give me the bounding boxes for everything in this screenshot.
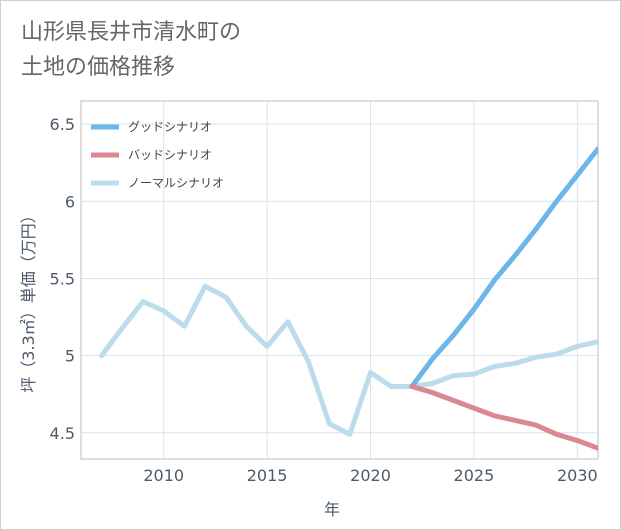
- y-tick-label: 5: [65, 347, 75, 366]
- y-tick-label: 6: [65, 192, 75, 211]
- chart-title: 山形県長井市清水町の 土地の価格推移: [21, 15, 241, 85]
- plot-area: [80, 100, 599, 460]
- x-tick-label: 2010: [143, 466, 184, 485]
- legend-label: バッドシナリオ: [128, 148, 212, 162]
- chart-title-line-2: 土地の価格推移: [21, 55, 176, 80]
- x-axis-title: 年: [324, 500, 340, 519]
- x-tick-label: 2020: [350, 466, 391, 485]
- x-axis-ticks: 2010 2015 2020 2025 2030: [143, 466, 597, 485]
- gridlines: [81, 101, 598, 459]
- x-tick-label: 2015: [247, 466, 288, 485]
- series-line-0: [409, 146, 598, 389]
- y-tick-label: 5.5: [50, 269, 75, 288]
- x-tick-label: 2025: [454, 466, 495, 485]
- y-axis-title: 坪（3.3㎡）単価（万円）: [19, 207, 38, 392]
- y-tick-label: 6.5: [50, 115, 75, 134]
- legend-label: ノーマルシナリオ: [128, 176, 224, 190]
- series-layer: [99, 146, 598, 451]
- legend-label: グッドシナリオ: [128, 120, 212, 134]
- y-axis-ticks: 4.5 5 5.5 6 6.5: [50, 115, 75, 443]
- series-line-1: [409, 384, 598, 451]
- y-tick-label: 4.5: [50, 424, 75, 443]
- x-tick-label: 2030: [557, 466, 598, 485]
- chart-title-line-1: 山形県長井市清水町の: [21, 20, 242, 45]
- series-line-2: [99, 283, 598, 437]
